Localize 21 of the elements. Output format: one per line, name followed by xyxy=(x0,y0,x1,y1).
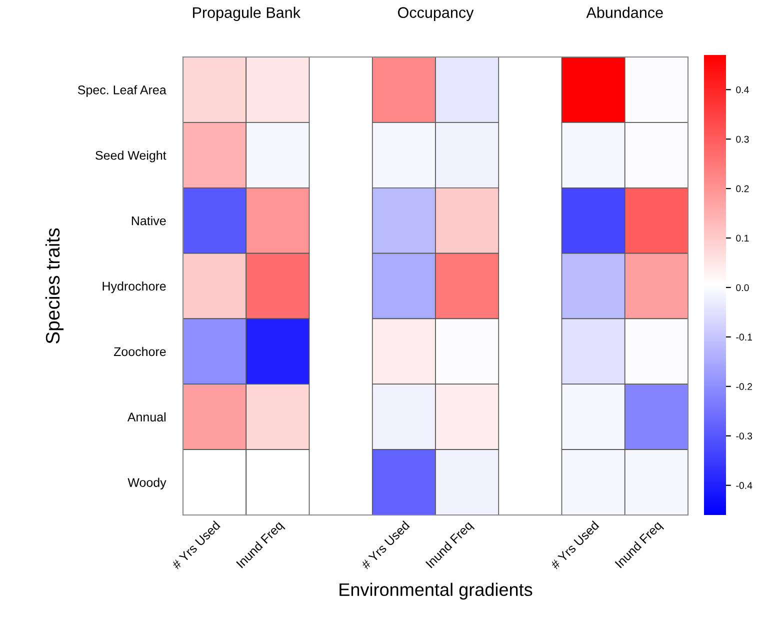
color-bar-label: 0.0 xyxy=(736,284,749,292)
y-tick-label: Zoochore xyxy=(114,346,166,356)
color-bar-label: -0.3 xyxy=(736,432,752,440)
x-axis-title: Environmental gradients xyxy=(340,582,532,600)
y-tick-label: Annual xyxy=(127,412,166,422)
text: Occupancy xyxy=(398,7,474,22)
y-tick-label: Hydrochore xyxy=(102,281,166,294)
color-bar-label: 0.4 xyxy=(736,86,749,94)
y-tick-label: Seed Weight xyxy=(96,150,166,162)
y-tick-label: Woody xyxy=(128,478,166,490)
color-bar-label: 0.3 xyxy=(736,136,749,143)
color-bar-label: 0.2 xyxy=(736,185,749,192)
color-bar-label: -0.4 xyxy=(736,482,752,489)
text: Propagule Bank xyxy=(193,6,301,22)
color-bar-label: -0.2 xyxy=(736,383,752,390)
color-bar-label: -0.1 xyxy=(736,334,752,341)
text: Abundance xyxy=(586,6,663,18)
color-bar-label: 0.1 xyxy=(736,234,749,242)
y-tick-label: Spec. Leaf Area xyxy=(78,85,166,97)
y-axis-title: Species traits xyxy=(45,228,64,344)
y-tick-label: Native xyxy=(132,216,166,226)
